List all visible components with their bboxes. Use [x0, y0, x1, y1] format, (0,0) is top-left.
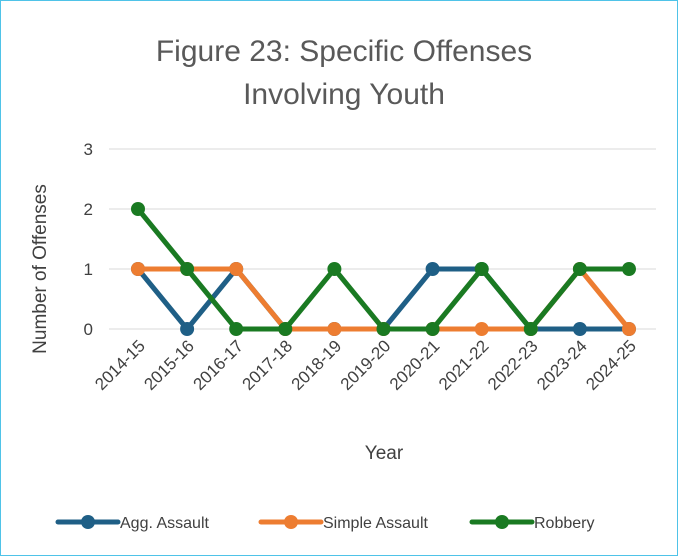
y-axis-ticks: 0 1 2 3 — [84, 140, 93, 339]
x-tick-label: 2019-20 — [337, 336, 395, 394]
series-lines — [131, 202, 636, 336]
legend-swatch-marker — [495, 515, 509, 529]
data-point — [327, 262, 342, 276]
chart-title-line-2: Involving Youth — [243, 78, 445, 111]
data-point — [327, 322, 342, 336]
x-tick-label: 2016-17 — [189, 336, 247, 394]
data-point — [278, 322, 293, 336]
x-tick-label: 2024-25 — [582, 336, 640, 394]
data-point — [572, 322, 587, 336]
legend-item: Agg. Assault — [55, 515, 210, 532]
data-point — [622, 262, 636, 276]
y-tick-label: 0 — [84, 320, 93, 339]
legend-label: Robbery — [534, 515, 594, 532]
x-tick-label: 2023-24 — [533, 336, 591, 394]
x-axis-title: Year — [365, 443, 404, 464]
data-point — [523, 322, 538, 336]
data-point — [474, 262, 489, 276]
x-tick-label: 2021-22 — [435, 336, 493, 394]
data-point — [229, 322, 244, 336]
legend-swatch-marker — [284, 515, 298, 529]
x-tick-label: 2015-16 — [140, 336, 198, 394]
data-point — [229, 262, 244, 276]
x-tick-label: 2014-15 — [91, 336, 149, 394]
data-point — [474, 322, 489, 336]
x-tick-label: 2022-23 — [484, 336, 542, 394]
data-point — [622, 322, 636, 336]
data-point — [131, 262, 145, 276]
y-tick-label: 1 — [84, 260, 93, 279]
x-axis-ticks: 2014-152015-162016-172017-182018-192019-… — [91, 336, 640, 394]
data-point — [180, 322, 195, 336]
data-point — [425, 322, 440, 336]
legend-item: Simple Assault — [258, 515, 428, 532]
data-point — [131, 202, 145, 216]
data-point — [572, 262, 587, 276]
legend-label: Agg. Assault — [120, 515, 210, 532]
data-point — [180, 262, 195, 276]
x-tick-label: 2017-18 — [239, 336, 297, 394]
y-axis-title: Number of Offenses — [30, 184, 51, 354]
y-tick-label: 2 — [84, 200, 93, 219]
gridlines — [109, 148, 656, 330]
legend-item: Robbery — [469, 515, 594, 532]
legend-label: Simple Assault — [323, 515, 428, 532]
x-tick-label: 2020-21 — [386, 336, 444, 394]
data-point — [376, 322, 391, 336]
chart-title-line-1: Figure 23: Specific Offenses — [156, 35, 532, 68]
y-tick-label: 3 — [84, 140, 93, 159]
series-robbery — [131, 202, 636, 336]
legend-swatch-marker — [81, 515, 95, 529]
x-tick-label: 2018-19 — [288, 336, 346, 394]
data-point — [425, 262, 440, 276]
legend: Agg. Assault Simple Assault Robbery — [55, 515, 594, 532]
